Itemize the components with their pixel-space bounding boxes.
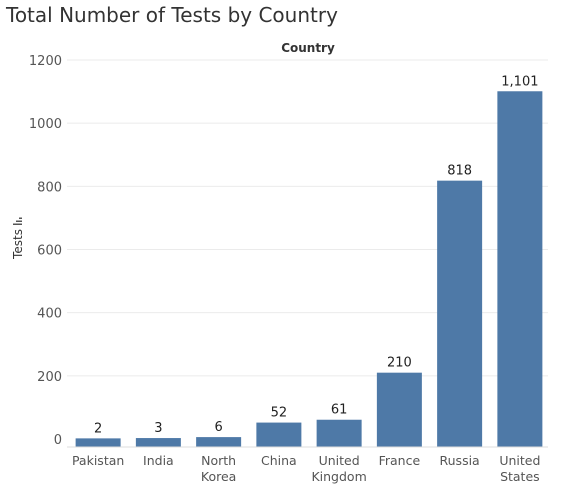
value-label: 210 — [387, 356, 412, 371]
bar[interactable] — [196, 437, 242, 447]
y-tick-label: 1000 — [29, 117, 62, 132]
bar[interactable] — [437, 180, 483, 448]
value-label: 818 — [447, 164, 472, 179]
sort-icon[interactable] — [13, 217, 22, 226]
value-label: 6 — [214, 420, 222, 435]
bar[interactable] — [316, 419, 362, 447]
y-axis-title: Tests — [11, 229, 25, 260]
value-label: 61 — [331, 403, 348, 418]
y-tick-label: 1200 — [29, 54, 62, 69]
x-tick-label: Korea — [201, 469, 236, 484]
x-tick-label: India — [143, 453, 174, 468]
value-label: 52 — [271, 406, 288, 421]
y-tick-label: 200 — [37, 370, 62, 385]
x-tick-label: France — [379, 453, 421, 468]
y-tick-label: 0 — [54, 433, 62, 448]
value-labels: 2 3 6 52 61 210 818 1,101 — [94, 74, 539, 436]
x-tick-label: North — [201, 453, 236, 468]
column-header: Country — [281, 41, 335, 55]
x-tick-label: Russia — [440, 453, 480, 468]
value-label: 3 — [154, 421, 162, 436]
value-label: 1,101 — [501, 74, 538, 89]
x-tick-label: United — [499, 453, 540, 468]
bar[interactable] — [75, 438, 121, 447]
value-label: 2 — [94, 421, 102, 436]
gridlines — [67, 59, 548, 377]
bar[interactable] — [376, 372, 422, 447]
x-tick-label: States — [500, 469, 540, 484]
chart-title: Total Number of Tests by Country — [6, 3, 338, 27]
y-tick-label: 400 — [37, 307, 62, 322]
bar[interactable] — [497, 91, 543, 447]
bar[interactable] — [256, 422, 302, 447]
x-tick-label: China — [261, 453, 297, 468]
y-tick-label: 800 — [37, 180, 62, 195]
bar[interactable] — [135, 438, 181, 447]
x-tick-label: Pakistan — [72, 453, 124, 468]
y-axis-title-group: Tests — [11, 217, 25, 260]
x-tick-label: United — [319, 453, 360, 468]
y-tick-label: 600 — [37, 244, 62, 259]
y-axis: 0 200 400 600 800 1000 1200 — [29, 54, 62, 448]
bars — [75, 91, 543, 448]
x-tick-label: Kingdom — [311, 469, 366, 484]
